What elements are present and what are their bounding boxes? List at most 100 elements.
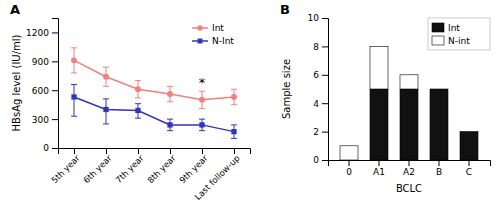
legend-label: N-int [448,36,470,46]
tick: 9th year [177,148,210,185]
tick-mark [52,148,58,149]
tick-label: 8th year [145,153,178,186]
axis-line [322,19,329,161]
tick-mark [52,61,58,62]
marker [231,129,236,134]
y-axis: 0246810 [308,13,329,165]
panel-line: 5th year6th year7th year8th year9th year… [10,2,251,202]
tick: A1 [373,160,385,177]
tick-label: 6th year [81,153,114,186]
legend: Int N-Int [192,23,234,46]
tick: 8th year [145,148,178,185]
error-bar [103,67,109,86]
x-axis: 0 A1 A2 B C [329,160,491,177]
error-bar [71,48,77,73]
marker [135,108,140,113]
legend-label: N-Int [212,36,234,46]
legend-item: Int [432,23,460,33]
tick-label: 10 [308,13,320,23]
figure: 5th year6th year7th year8th year9th year… [0,0,500,214]
tick: 0 [43,143,58,153]
error-bar [199,91,205,108]
panel-bar: 0A1A2BC0246810Sample sizeBBCLCIntN-int [280,2,491,194]
legend: Int N-int [428,18,490,50]
marker [199,122,204,127]
plot-area [71,48,237,139]
marker [103,107,108,112]
bar [400,89,418,160]
error-bar [135,104,141,118]
marker [199,97,205,103]
tick: 300 [32,114,58,124]
tick: A2 [403,160,415,177]
tick-label: Last follow-up [193,153,242,202]
tick-label: C [466,167,472,177]
marker [71,57,77,63]
error-bar [231,125,237,138]
tick: 8 [313,42,328,52]
axis-line [59,149,251,155]
tick-mark [439,160,440,166]
x-axis-title: BCLC [396,183,422,194]
bar [460,132,478,160]
marker [71,94,76,99]
tick-mark [322,18,328,19]
tick-label: 0 [43,143,49,153]
error-bar [167,86,173,101]
line [74,60,234,99]
series [71,84,237,138]
tick: 10 [308,13,328,23]
marker [135,86,141,92]
tick-mark [52,90,58,91]
tick-mark [322,160,328,161]
tick-label: 0 [346,167,352,177]
tick: B [436,160,442,177]
bar [340,146,358,160]
tick-mark [379,160,380,166]
tick-label: 7th year [113,153,146,186]
panel-title: A [10,2,20,17]
marker [231,94,237,100]
tick: 1200 [26,28,58,38]
tick-label: 9th year [177,153,210,186]
error-bar [199,119,205,131]
legend-marker [197,25,203,31]
error-bar [231,89,237,104]
tick: C [466,160,472,177]
tick: 7th year [113,148,146,185]
legend-item: N-int [432,36,470,46]
tick-mark [409,160,410,166]
tick-mark [322,75,328,76]
tick: 900 [32,57,58,67]
legend-item: Int [192,23,224,33]
error-bar [167,119,173,131]
marker [167,122,172,127]
marker [167,91,173,97]
tick-label: 8 [313,42,319,52]
tick-mark [52,119,58,120]
tick-label: 900 [32,57,49,67]
bar [400,75,418,89]
bar [430,89,448,160]
legend-label: Int [448,23,460,33]
tick: 600 [32,86,58,96]
error-bar [71,84,77,116]
tick-label: 300 [32,114,49,124]
tick-label: 0 [313,155,319,165]
tick: 0 [346,160,352,177]
axis-line [329,161,491,167]
legend-marker [198,39,203,44]
legend-swatch [432,23,444,32]
legend-item: N-Int [192,36,234,46]
error-bar [103,99,109,124]
marker [103,74,109,80]
annotation: * [199,75,206,90]
axis-line [52,19,59,149]
legend-frame [428,18,490,50]
y-axis-title: HBsAg level (IU/ml) [11,34,22,131]
tick: Last follow-up [193,148,242,202]
line [74,97,234,132]
tick-label: A1 [373,167,385,177]
bar [460,131,478,132]
tick-label: 5th year [49,153,82,186]
